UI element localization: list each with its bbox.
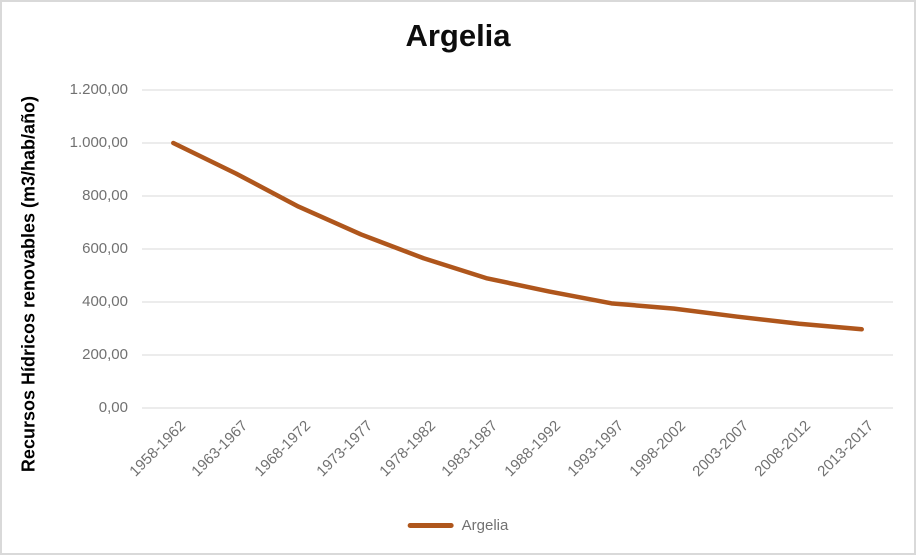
series-line-argelia	[171, 140, 864, 332]
y-axis-tick-label: 200,00	[82, 346, 128, 363]
y-axis-tick-label: 400,00	[82, 293, 128, 310]
y-axis-tick-label: 800,00	[82, 187, 128, 204]
y-axis-tick-label: 0,00	[98, 399, 128, 416]
legend-line-swatch	[407, 523, 454, 528]
y-axis-tick-label: 1.200,00	[69, 81, 128, 98]
y-axis-tick-label: 600,00	[82, 240, 128, 257]
legend-series-label: Argelia	[461, 517, 509, 534]
y-axis-tick-label: 1.000,00	[69, 134, 128, 151]
legend: Argelia	[407, 517, 509, 534]
chart-title: Argelia	[405, 18, 511, 53]
